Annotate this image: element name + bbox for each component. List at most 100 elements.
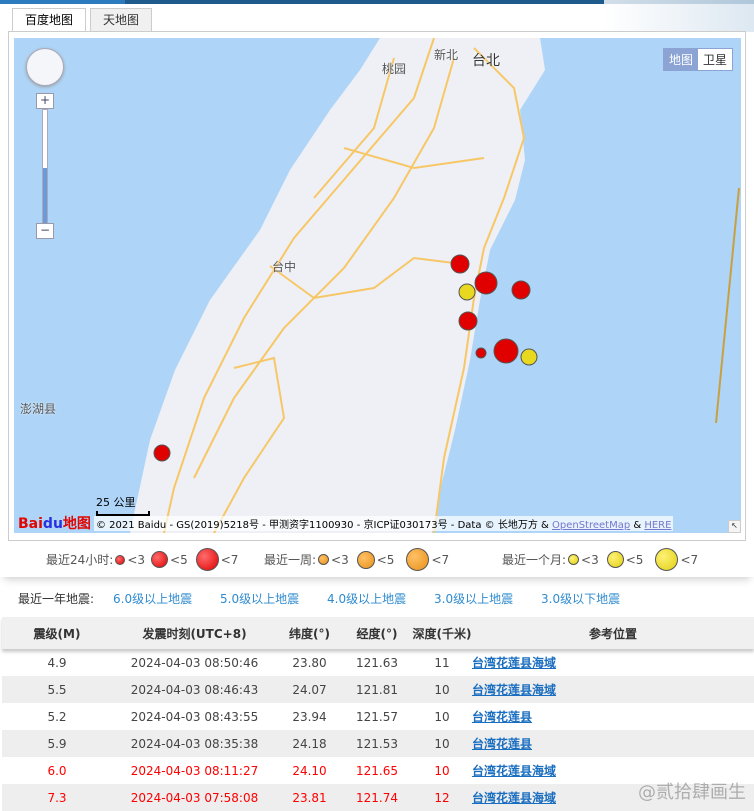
cell-location: 台湾花莲县海域	[472, 784, 754, 811]
cell-lon: 121.74	[356, 790, 398, 805]
legend-lt7: <7	[220, 552, 239, 567]
col-magnitude[interactable]: 震级(M)	[33, 626, 81, 641]
col-depth[interactable]: 深度(千米)	[412, 626, 472, 641]
table-row[interactable]: 6.0 2024-04-03 08:11:27 24.10 121.65 10 台湾花莲县…	[2, 757, 754, 784]
zoom-control: + −	[36, 93, 54, 239]
city-taoyuan: 桃园	[382, 62, 407, 76]
legend-month-label: 最近一个月:	[502, 553, 567, 567]
filter-3-plus[interactable]: 3.0级以上地震	[434, 592, 514, 606]
location-link[interactable]: 台湾花莲县	[472, 710, 533, 724]
zoom-in-button[interactable]: +	[36, 93, 54, 109]
quake-marker[interactable]	[450, 254, 470, 274]
col-longitude[interactable]: 经度(°)	[356, 626, 398, 641]
cell-time: 2024-04-03 07:58:08	[130, 790, 259, 805]
year-filter-label: 最近一年地震:	[18, 592, 95, 606]
cell-time: 2024-04-03 08:46:43	[130, 682, 259, 697]
tab-tianditu[interactable]: 天地图	[90, 8, 153, 32]
place-penghu: 澎湖县	[20, 402, 57, 416]
legend-lt7: <7	[680, 552, 699, 567]
legend-week-label: 最近一周:	[264, 553, 317, 567]
filter-5-plus[interactable]: 5.0级以上地震	[220, 592, 300, 606]
quake-marker[interactable]	[458, 311, 478, 331]
legend-month: 最近一个月: <3 <5 <7	[502, 548, 698, 571]
map-type-map[interactable]: 地图	[663, 49, 698, 70]
cell-time: 2024-04-03 08:43:55	[130, 709, 259, 724]
zoom-out-button[interactable]: −	[36, 223, 54, 239]
quake-marker[interactable]	[493, 338, 519, 364]
col-time[interactable]: 发震时刻(UTC+8)	[142, 626, 247, 641]
legend-lt5: <5	[376, 552, 395, 567]
filter-6-plus[interactable]: 6.0级以上地震	[113, 592, 193, 606]
top-bar	[0, 0, 754, 4]
table-row[interactable]: 5.9 2024-04-03 08:35:38 24.18 121.53 10 台湾花莲县	[2, 730, 754, 757]
pan-control[interactable]	[26, 48, 64, 86]
cell-location: 台湾花莲县海域	[472, 649, 754, 676]
table-row[interactable]: 4.9 2024-04-03 08:50:46 23.80 121.63 11 台湾花莲县…	[2, 649, 754, 676]
location-link[interactable]: 台湾花莲县海域	[472, 683, 557, 697]
legend: 最近24小时: <3 <5 <7 最近一周: <3 <5 <7 最近一个月: <…	[0, 542, 754, 577]
table-header: 震级(M) 发震时刻(UTC+8) 纬度(°) 经度(°) 深度(千米) 参考位…	[2, 617, 754, 649]
cell-lon: 121.65	[356, 763, 398, 778]
legend-lt3: <3	[331, 552, 349, 567]
yellow-small-dot-icon	[568, 554, 580, 565]
quake-marker[interactable]	[474, 271, 498, 295]
quake-marker[interactable]	[153, 444, 171, 462]
table-row[interactable]: 5.5 2024-04-03 08:46:43 24.07 121.81 10 台湾花莲县…	[2, 676, 754, 703]
legend-lt5: <5	[625, 552, 644, 567]
legend-lt5: <5	[170, 552, 188, 567]
cell-mag: 5.2	[47, 709, 67, 724]
scale-label: 25 公里	[96, 496, 136, 509]
cell-depth: 12	[434, 790, 450, 805]
cell-lat: 23.94	[292, 709, 327, 724]
quake-marker[interactable]	[520, 348, 538, 366]
taiwan-land	[130, 38, 545, 533]
orange-large-dot-icon	[406, 548, 430, 571]
resize-icon[interactable]: ↖	[728, 520, 741, 533]
city-taizhong: 台中	[272, 260, 297, 274]
here-link[interactable]: HERE	[644, 520, 672, 531]
map-copyright: © 2021 Baidu - GS(2019)5218号 - 甲测资字11009…	[94, 516, 674, 531]
zoom-slider[interactable]	[42, 109, 48, 224]
legend-lt7: <7	[431, 552, 450, 567]
filter-3-below[interactable]: 3.0级以下地震	[541, 592, 621, 606]
location-link[interactable]: 台湾花莲县海域	[472, 791, 557, 805]
tab-baidu-map[interactable]: 百度地图	[12, 8, 87, 32]
cell-lon: 121.63	[356, 655, 398, 670]
cell-time: 2024-04-03 08:11:27	[130, 763, 259, 778]
cell-lon: 121.57	[356, 709, 398, 724]
col-latitude[interactable]: 纬度(°)	[289, 626, 330, 641]
location-link[interactable]: 台湾花莲县	[472, 737, 533, 751]
map-source-tabs: 百度地图 天地图	[12, 8, 153, 32]
cell-location: 台湾花莲县	[472, 703, 754, 730]
legend-lt3: <3	[127, 552, 146, 567]
table-row[interactable]: 5.2 2024-04-03 08:43:55 23.94 121.57 10 台湾花莲县	[2, 703, 754, 730]
quake-marker[interactable]	[475, 347, 487, 359]
cell-lat: 24.18	[292, 736, 327, 751]
orange-medium-dot-icon	[356, 550, 375, 569]
city-taibei: 台北	[472, 53, 500, 69]
table-row[interactable]: 7.3 2024-04-03 07:58:08 23.81 121.74 12 台湾花莲县…	[2, 784, 754, 811]
watermark: @贰拾肆画生	[638, 782, 746, 803]
quake-markers	[153, 254, 538, 462]
map[interactable]: + − 地图 卫星 台北 新北 桃园 台中 澎湖县 25 公里 Baidu地图 …	[14, 38, 741, 533]
cell-depth: 11	[434, 655, 450, 670]
legend-week: 最近一周: <3 <5 <7	[264, 548, 449, 571]
map-type-satellite[interactable]: 卫星	[702, 53, 727, 67]
cell-mag: 4.9	[47, 655, 67, 670]
location-link[interactable]: 台湾花莲县海域	[472, 764, 557, 778]
col-location[interactable]: 参考位置	[588, 626, 637, 641]
cell-lat: 24.10	[292, 763, 327, 778]
map-canvas	[130, 38, 740, 533]
cell-mag: 5.5	[47, 682, 67, 697]
location-link[interactable]: 台湾花莲县海域	[472, 656, 557, 670]
cell-mag: 5.9	[47, 736, 67, 751]
header-decoration	[604, 0, 754, 32]
roads	[163, 38, 526, 533]
quake-marker[interactable]	[511, 280, 531, 300]
osm-link[interactable]: OpenStreetMap	[551, 520, 631, 531]
filter-4-plus[interactable]: 4.0级以上地震	[327, 592, 407, 606]
quake-marker[interactable]	[458, 283, 476, 301]
cell-lat: 23.81	[292, 790, 327, 805]
cell-lat: 23.80	[292, 655, 327, 670]
cell-depth: 10	[434, 682, 450, 697]
